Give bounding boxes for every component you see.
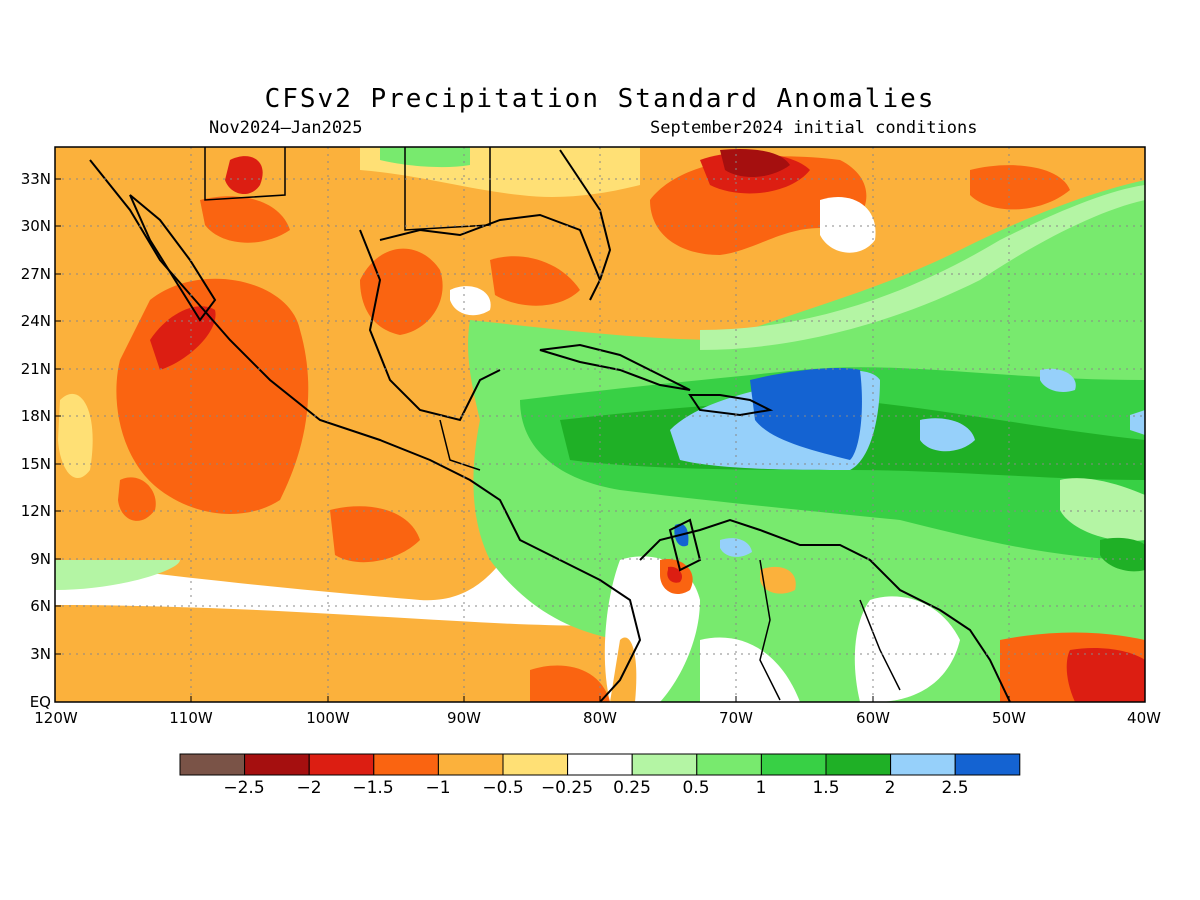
colorbar-swatch — [179, 753, 246, 776]
colorbar-swatch — [308, 753, 375, 776]
lon-label: 120W — [34, 709, 78, 727]
colorbar-swatch — [437, 753, 504, 776]
lon-label: 70W — [719, 709, 753, 727]
colorbar-labels: −2.5 −2 −1.5 −1 −0.5 −0.25 0.25 0.5 1 1.… — [223, 778, 968, 798]
colorbar-label: 0.25 — [613, 778, 651, 798]
lat-label: 27N — [21, 265, 51, 283]
axis-ticks — [55, 178, 1010, 702]
colorbar-label: 0.5 — [682, 778, 709, 798]
colorbar-swatch — [502, 753, 569, 776]
colorbar-label: −2.5 — [223, 778, 264, 798]
colorbar-label: −0.5 — [482, 778, 523, 798]
colorbar-label: 2 — [885, 778, 896, 798]
colorbar-label: −1.5 — [352, 778, 393, 798]
lon-label: 50W — [992, 709, 1026, 727]
colorbar-label: −1 — [425, 778, 450, 798]
lat-label: 30N — [21, 217, 51, 235]
colorbar-label: −2 — [296, 778, 321, 798]
lat-label: 15N — [21, 455, 51, 473]
lat-label: 12N — [21, 502, 51, 520]
colorbar-swatch — [760, 753, 827, 776]
lon-label: 110W — [169, 709, 213, 727]
colorbar — [179, 753, 1021, 776]
colorbar-swatch — [244, 753, 310, 776]
lon-label: 80W — [583, 709, 617, 727]
colorbar-swatch — [373, 753, 439, 776]
lat-label: 24N — [21, 312, 51, 330]
anomaly-field — [55, 147, 1145, 702]
lat-label: 33N — [21, 170, 51, 188]
colorbar-swatch — [567, 753, 633, 776]
colorbar-label: −0.25 — [541, 778, 593, 798]
colorbar-swatch — [631, 753, 698, 776]
colorbar-swatch — [954, 753, 1021, 776]
lon-label: 100W — [306, 709, 350, 727]
latitude-labels: 33N 30N 27N 24N 21N 18N 15N 12N 9N 6N 3N… — [21, 170, 51, 711]
lat-label: 18N — [21, 407, 51, 425]
colorbar-label: 1.5 — [812, 778, 839, 798]
map-title: CFSv2 Precipitation Standard Anomalies — [264, 84, 936, 114]
lon-label: 40W — [1127, 709, 1161, 727]
lon-label: 60W — [856, 709, 890, 727]
colorbar-swatch — [696, 753, 762, 776]
graticule — [55, 147, 1145, 702]
border-overlay — [204, 147, 901, 701]
lat-label: EQ — [30, 693, 51, 711]
longitude-labels: 120W 110W 100W 90W 80W 70W 60W 50W 40W — [34, 709, 1161, 727]
lat-label: 3N — [30, 645, 51, 663]
colorbar-label: 1 — [756, 778, 767, 798]
lat-label: 9N — [30, 550, 51, 568]
colorbar-swatch — [825, 753, 892, 776]
colorbar-swatch — [890, 753, 956, 776]
colorbar-label: 2.5 — [941, 778, 968, 798]
lon-label: 90W — [447, 709, 481, 727]
forecast-period: Nov2024–Jan2025 — [209, 118, 363, 138]
initial-conditions: September2024 initial conditions — [650, 118, 978, 138]
lat-label: 6N — [30, 597, 51, 615]
lat-label: 21N — [21, 360, 51, 378]
